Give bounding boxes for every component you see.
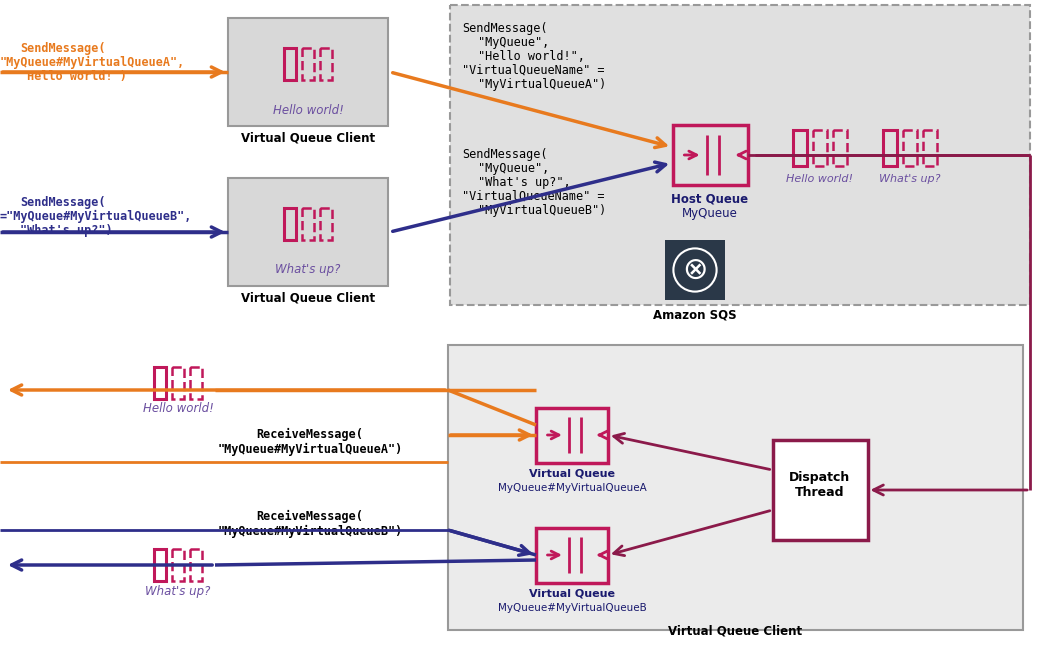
Bar [302, 48, 313, 80]
Bar [228, 178, 388, 286]
Bar [883, 130, 897, 166]
Text: Virtual Queue Client: Virtual Queue Client [241, 132, 375, 145]
Bar [448, 345, 1023, 630]
Text: "VirtualQueueName" =: "VirtualQueueName" = [462, 190, 604, 203]
Bar [673, 125, 747, 185]
Text: MyQueue#MyVirtualQueueA: MyQueue#MyVirtualQueueA [497, 483, 647, 493]
Text: SendMessage(: SendMessage( [462, 22, 547, 35]
Text: Virtual Queue Client: Virtual Queue Client [668, 625, 802, 638]
Text: "MyVirtualQueueB"): "MyVirtualQueueB") [479, 204, 606, 217]
Bar [536, 527, 608, 583]
Text: Host Queue: Host Queue [672, 193, 748, 206]
Bar [172, 549, 184, 581]
Bar [536, 408, 608, 462]
Text: MyQueue: MyQueue [682, 207, 738, 220]
Bar [772, 440, 868, 540]
Bar [924, 130, 936, 166]
Text: What's up?: What's up? [145, 585, 211, 598]
Text: SendMessage(: SendMessage( [462, 148, 547, 161]
Text: SendMessage(: SendMessage( [20, 42, 106, 55]
Bar [834, 130, 847, 166]
Bar [450, 5, 1030, 305]
Bar [320, 208, 332, 240]
Text: SendMessage(: SendMessage( [20, 196, 106, 209]
Bar [228, 18, 388, 126]
Text: Virtual Queue: Virtual Queue [529, 589, 614, 599]
Bar [903, 130, 917, 166]
Bar [154, 549, 166, 581]
Text: "MyQueue",: "MyQueue", [479, 36, 549, 49]
Text: "MyQueue",: "MyQueue", [479, 162, 549, 175]
Bar [190, 367, 202, 399]
Bar [190, 549, 202, 581]
Text: "Hello world!"): "Hello world!") [20, 70, 127, 83]
Text: "MyQueue#MyVirtualQueueA",: "MyQueue#MyVirtualQueueA", [0, 56, 185, 69]
Text: MyQueue#MyVirtualQueueB: MyQueue#MyVirtualQueueB [497, 603, 647, 613]
Text: ReceiveMessage(: ReceiveMessage( [256, 510, 363, 523]
Bar [154, 367, 166, 399]
Text: Virtual Queue Client: Virtual Queue Client [241, 292, 375, 305]
Text: Hello world!: Hello world! [273, 104, 344, 117]
Bar [320, 48, 332, 80]
Text: What's up?: What's up? [879, 174, 940, 184]
Text: "What's up?"): "What's up?") [20, 224, 113, 237]
Text: ReceiveMessage(: ReceiveMessage( [256, 428, 363, 441]
Text: Amazon SQS: Amazon SQS [653, 308, 737, 321]
Text: What's up?: What's up? [275, 264, 340, 277]
Bar [793, 130, 807, 166]
Text: "MyQueue#MyVirtualQueueA"): "MyQueue#MyVirtualQueueA") [217, 443, 403, 456]
Text: Hello world!: Hello world! [142, 402, 214, 415]
Text: ="MyQueue#MyVirtualQueueB",: ="MyQueue#MyVirtualQueueB", [0, 210, 192, 223]
Text: Virtual Queue: Virtual Queue [529, 469, 614, 479]
Bar [814, 130, 826, 166]
Text: Hello world!: Hello world! [787, 174, 853, 184]
Text: Dispatch
Thread: Dispatch Thread [789, 471, 850, 499]
Bar [284, 48, 296, 80]
Bar [665, 240, 725, 300]
Text: "MyVirtualQueueA"): "MyVirtualQueueA") [479, 78, 606, 91]
Text: "What's up?",: "What's up?", [479, 176, 571, 189]
Bar [172, 367, 184, 399]
Bar [284, 208, 296, 240]
Text: "MyQueue#MyVirtualQueueB"): "MyQueue#MyVirtualQueueB") [217, 525, 403, 538]
Bar [302, 208, 313, 240]
Text: "VirtualQueueName" =: "VirtualQueueName" = [462, 64, 604, 77]
Text: ⊗: ⊗ [682, 255, 708, 284]
Text: "Hello world!",: "Hello world!", [479, 50, 584, 63]
